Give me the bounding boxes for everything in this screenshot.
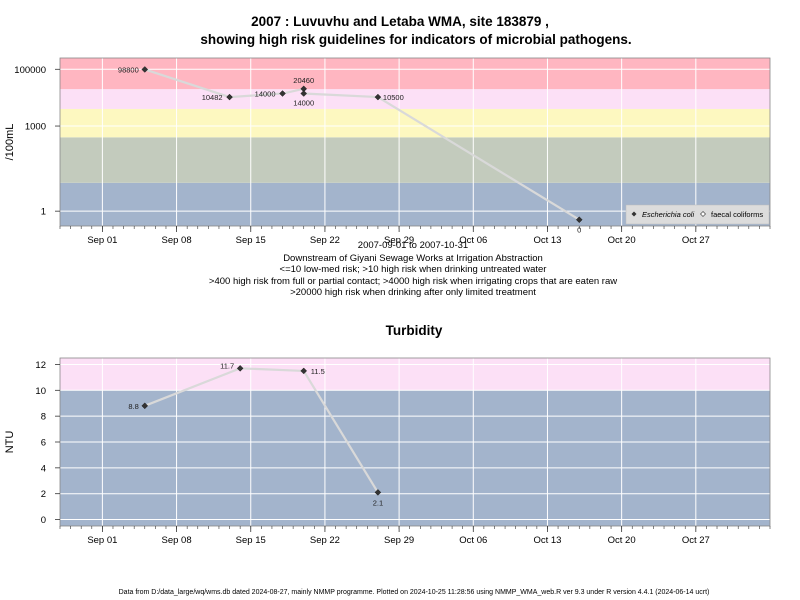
micro-subtitle-date-range: 2007-09-01 to 2007-10-31	[357, 240, 469, 251]
micro-x-tick-label: Oct 27	[682, 235, 710, 246]
turbidity-x-tick-label: Sep 01	[87, 535, 117, 546]
micro-subtitle-guideline-1: <=10 low-med risk; >10 high risk when dr…	[279, 264, 547, 275]
turbidity-x-tick-label: Sep 29	[384, 535, 414, 546]
micro-data-point	[141, 66, 149, 73]
micro-y-tick-label: 1000	[25, 122, 46, 133]
micro-legend-marker-ecoli	[631, 211, 637, 217]
turbidity-data-point	[300, 367, 308, 375]
micro-legend-label-faecal: faecal coliforms	[711, 210, 763, 219]
micro-y-axis-label: /100mL	[4, 124, 16, 161]
turbidity-data-label: 11.7	[220, 361, 234, 370]
micro-risk-band	[60, 137, 770, 183]
micro-risk-band	[60, 89, 770, 109]
turbidity-risk-band	[60, 358, 770, 391]
turbidity-y-tick-label: 0	[41, 515, 46, 526]
micro-data-label: 10500	[383, 93, 404, 102]
micro-data-point	[279, 90, 286, 97]
turbidity-risk-band	[60, 390, 770, 526]
turbidity-x-tick-label: Sep 15	[236, 535, 266, 546]
turbidity-y-tick-label: 4	[41, 463, 46, 474]
chart-title-line-2: showing high risk guidelines for indicat…	[200, 32, 632, 47]
micro-data-label: 98800	[118, 65, 139, 74]
micro-x-tick-label: Sep 22	[310, 235, 340, 246]
turbidity-x-tick-label: Sep 08	[162, 535, 192, 546]
micro-subtitle-guideline-3: >20000 high risk when drinking after onl…	[290, 287, 536, 298]
chart-title-line-1: 2007 : Luvuvhu and Letaba WMA, site 1838…	[251, 14, 549, 29]
turbidity-plot: Sep 01 Sep 08 Sep 15 Sep 22 Sep 29 Oct 06 Oct …	[4, 357, 771, 546]
turbidity-data-point	[374, 489, 382, 496]
micro-risk-band	[60, 108, 770, 138]
micro-data-label: 14000	[255, 90, 276, 99]
turbidity-y-tick-label: 8	[41, 412, 46, 423]
micro-plot-frame	[59, 57, 771, 227]
turbidity-data-label: 8.8	[128, 402, 138, 411]
micro-plot: Sep 01 Sep 08 Sep 15 Sep 22 Sep 29 Oct 06 Oct …	[4, 57, 771, 246]
footer-note: Data from D:/data_large/wq/wms.db dated …	[118, 589, 710, 596]
micro-data-label: 0	[577, 226, 581, 235]
turbidity-data-label: 2.1	[373, 498, 383, 507]
micro-x-tick-label: Sep 08	[162, 235, 192, 246]
micro-data-label: 20460	[293, 76, 314, 85]
micro-subtitle-site: Downstream of Giyani Sewage Works at Irr…	[283, 253, 543, 264]
micro-data-point	[575, 216, 583, 223]
turbidity-x-tick-label: Oct 27	[682, 535, 710, 546]
micro-risk-band	[60, 58, 770, 90]
turbidity-data-point	[236, 365, 244, 372]
turbidity-series-line	[144, 367, 379, 493]
turbidity-x-tick-label: Oct 06	[459, 535, 487, 546]
turbidity-x-tick-label: Oct 20	[608, 535, 636, 546]
micro-data-point	[300, 90, 308, 97]
micro-legend: Escherichia coli faecal coliforms	[625, 204, 770, 225]
turbidity-y-tick-label: 2	[41, 489, 46, 500]
micro-y-tick-label: 100000	[14, 65, 46, 76]
micro-x-tick-label: Oct 20	[608, 235, 636, 246]
micro-data-label: 10482	[202, 93, 223, 102]
micro-x-tick-label: Oct 06	[459, 235, 487, 246]
micro-legend-box	[625, 204, 770, 225]
turbidity-y-tick-label: 12	[35, 360, 46, 371]
micro-legend-marker-faecal	[700, 211, 706, 217]
micro-x-tick-label: Sep 01	[87, 235, 117, 246]
micro-y-tick-label: 1	[41, 207, 46, 218]
micro-subtitle-guideline-2: >400 high risk from full or partial cont…	[208, 276, 618, 287]
micro-x-tick-label: Sep 29	[384, 235, 414, 246]
turbidity-y-axis-label: NTU	[4, 431, 16, 454]
turbidity-y-tick-label: 6	[41, 438, 46, 449]
micro-x-tick-label: Oct 13	[533, 235, 561, 246]
micro-x-tick-label: Sep 15	[236, 235, 266, 246]
micro-data-point	[374, 93, 382, 101]
turbidity-x-tick-label: Oct 13	[533, 535, 561, 546]
turbidity-data-label: 11.5	[311, 367, 325, 376]
turbidity-y-tick-label: 10	[35, 386, 46, 397]
turbidity-data-point	[141, 402, 149, 410]
micro-data-label: 14000	[293, 99, 314, 108]
turbidity-chart-title: Turbidity	[385, 323, 443, 338]
turbidity-x-tick-label: Sep 22	[310, 535, 340, 546]
micro-data-point	[226, 93, 233, 101]
micro-legend-label-ecoli: Escherichia coli	[642, 210, 694, 219]
